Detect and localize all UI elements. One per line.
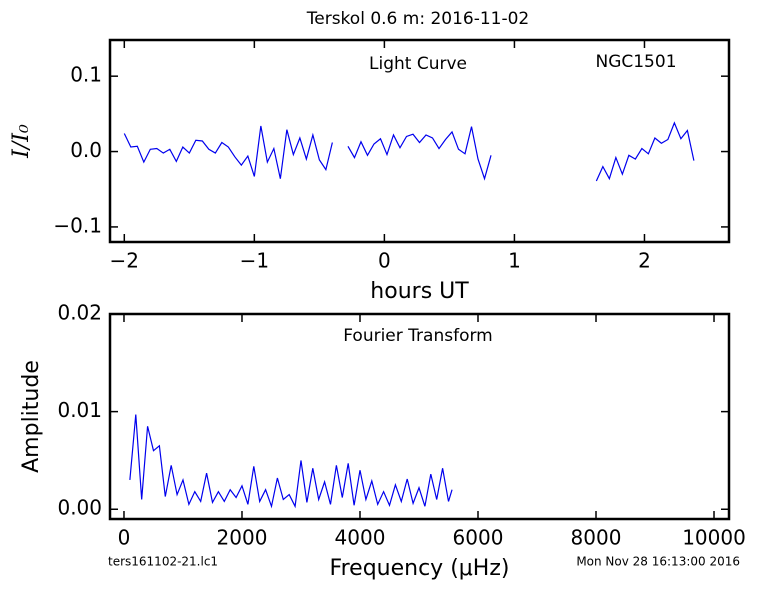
y-tick-label: 0.0	[70, 138, 102, 162]
data-line	[123, 121, 695, 182]
footer-left: ters161102-21.lc1	[108, 555, 218, 569]
plot-frame	[108, 312, 731, 521]
annotation: Light Curve	[369, 54, 467, 74]
chart-title: Terskol 0.6 m: 2016-11-02	[306, 9, 530, 29]
annotation: NGC1501	[595, 52, 676, 72]
x-tick-label: 6000	[453, 526, 504, 550]
x-tick-label: 0	[378, 249, 391, 273]
x-tick-label: 4000	[335, 526, 386, 550]
x-axis-label: Frequency (μHz)	[330, 556, 510, 581]
x-tick-label: 8000	[571, 526, 622, 550]
x-tick-label: 0	[118, 526, 131, 550]
x-axis-label: hours UT	[370, 279, 469, 304]
x-tick-label: 2	[638, 249, 651, 273]
y-axis-label: Amplitude	[19, 360, 44, 473]
y-tick-label: −0.1	[53, 213, 102, 237]
x-tick-label: −2	[110, 249, 139, 273]
annotation: Fourier Transform	[343, 326, 492, 346]
y-tick-label: 0.02	[57, 301, 102, 325]
footer-right: Mon Nov 28 16:13:00 2016	[576, 555, 740, 569]
plot-frame	[108, 38, 731, 244]
x-tick-label: 10000	[682, 526, 746, 550]
y-tick-label: 0.00	[57, 496, 102, 520]
y-axis-label: I/I₀	[9, 124, 34, 159]
y-tick-label: 0.1	[70, 63, 102, 87]
x-tick-label: −1	[240, 249, 269, 273]
data-line	[129, 414, 453, 509]
y-tick-label: 0.01	[57, 398, 102, 422]
x-tick-label: 2000	[217, 526, 268, 550]
x-tick-label: 1	[508, 249, 521, 273]
